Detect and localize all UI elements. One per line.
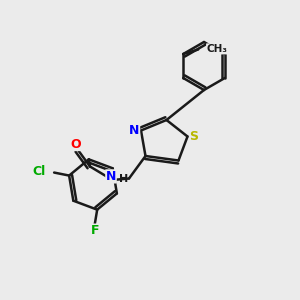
Text: N: N bbox=[129, 124, 140, 137]
Text: S: S bbox=[190, 130, 199, 143]
Text: N: N bbox=[106, 170, 116, 183]
Text: F: F bbox=[91, 224, 99, 237]
Text: Cl: Cl bbox=[32, 166, 46, 178]
Text: H: H bbox=[119, 174, 128, 184]
Text: CH₃: CH₃ bbox=[207, 44, 228, 54]
Text: O: O bbox=[70, 137, 81, 151]
